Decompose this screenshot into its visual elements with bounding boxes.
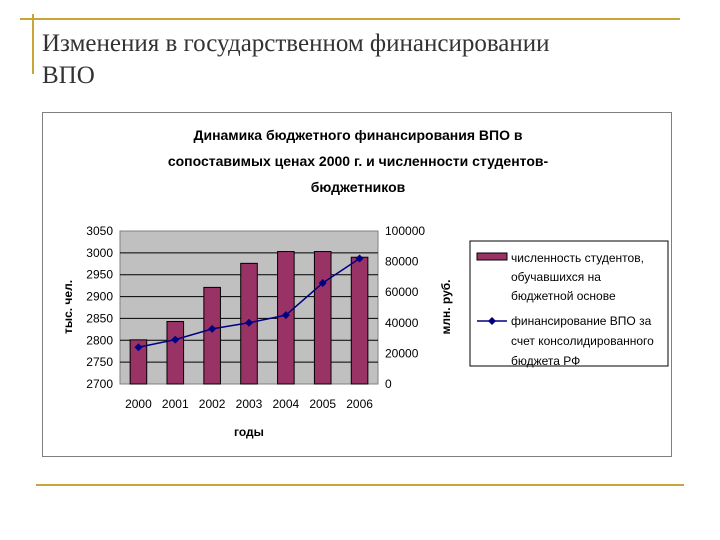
bar [203,286,221,385]
y2-tick-label: 0 [385,377,392,391]
legend-label-bar-line: бюджетной основе [511,289,616,303]
slide-title-line-1: Изменения в государственном финансирован… [42,30,550,57]
chart-title-line-2: сопоставимых ценах 2000 г. и численности… [168,153,549,169]
y-tick-label: 2900 [86,290,113,304]
y-tick-label: 3000 [86,246,113,260]
y-tick-label: 2750 [86,355,113,369]
line-point [281,311,290,320]
bar [313,251,332,385]
chart-title-line-3: бюджетников [311,179,406,195]
x-tick-label: 2004 [273,397,300,411]
y-axis-label: тыс. чел. [61,280,75,334]
chart-svg: Динамика бюджетного финансирования ВПО в… [61,127,669,439]
y2-tick-label: 60000 [385,285,419,299]
legend-swatch-marker [488,317,496,325]
bar [166,320,185,385]
x-tick-label: 2000 [125,397,152,411]
x-tick-label: 2005 [309,397,336,411]
y-tick-label: 3050 [86,224,113,238]
y-tick-label: 2850 [86,311,113,325]
left-decorative-rule [32,14,34,74]
x-tick-label: 2001 [162,397,189,411]
x-axis-label: годы [234,425,264,439]
legend-label-line-line: бюджета РФ [511,354,580,368]
y2-tick-label: 80000 [385,255,419,269]
line-point [245,318,253,327]
y-tick-label: 2800 [86,333,113,347]
bottom-decorative-rule [36,484,684,486]
y2-tick-label: 40000 [385,316,419,330]
y2-axis-label: млн. руб. [439,279,453,334]
legend-label-bar-line: обучавшихся на [511,270,601,284]
chart-title-line-1: Динамика бюджетного финансирования ВПО в [193,127,522,143]
slide-title-line-2: ВПО [42,62,95,89]
legend-label-bar-line: численность студентов, [511,251,644,265]
line-point [134,343,143,352]
legend-label-line-line: счет консолидированного [511,334,654,348]
line-point [208,324,217,333]
line-point [171,335,180,344]
x-tick-label: 2003 [236,397,263,411]
bar [350,256,369,385]
bar [129,339,148,385]
x-tick-label: 2006 [346,397,373,411]
y2-tick-label: 20000 [385,346,419,360]
y2-tick-label: 100000 [385,224,425,238]
x-tick-label: 2002 [199,397,226,411]
legend-box [469,240,669,367]
y-tick-label: 2700 [86,377,113,391]
legend-label-line-line: финансирование ВПО за [511,314,652,328]
line-point [318,279,327,288]
slide-title: Изменения в государственном финансирован… [42,28,682,92]
chart-frame: Динамика бюджетного финансирования ВПО в… [42,112,672,457]
legend-swatch-bar [476,252,508,261]
top-decorative-rule [20,18,680,20]
y-tick-label: 2950 [86,268,113,282]
